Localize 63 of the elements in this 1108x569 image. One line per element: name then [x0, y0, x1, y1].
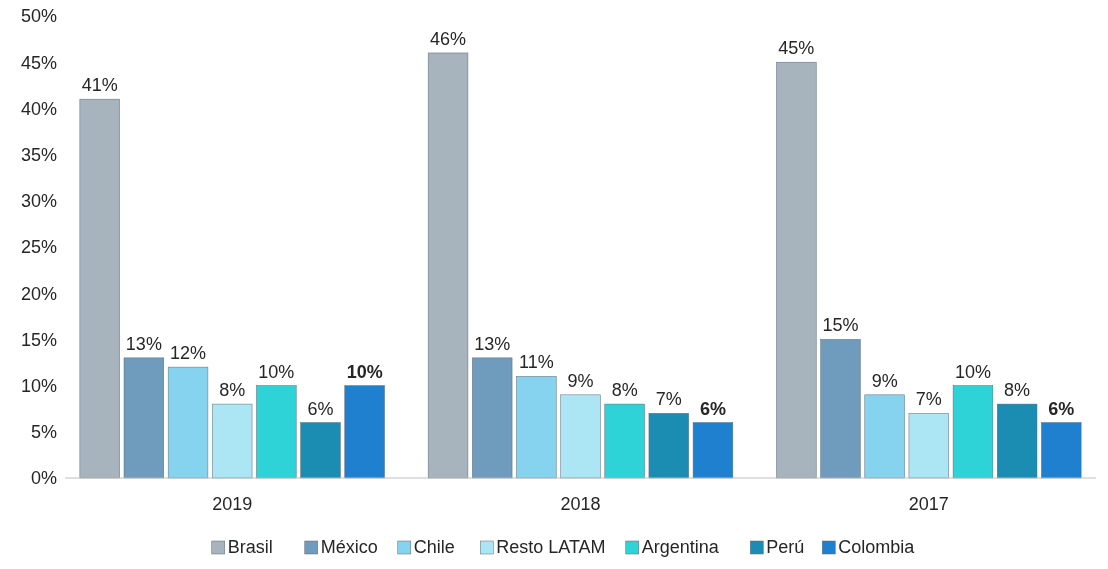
data-label: 13%	[474, 333, 511, 354]
y-tick-label: 30%	[20, 191, 57, 212]
y-tick-label: 0%	[30, 468, 57, 489]
data-label: 15%	[822, 315, 859, 336]
legend-label: Resto LATAM	[496, 537, 606, 557]
data-label: 12%	[170, 343, 207, 364]
y-tick-label: 15%	[20, 329, 57, 350]
bar	[560, 394, 601, 479]
data-label: 8%	[611, 380, 638, 401]
data-label: 10%	[954, 361, 991, 382]
bar	[472, 357, 513, 479]
legend-label: Perú	[766, 537, 805, 557]
x-tick-label: 2019	[212, 494, 253, 514]
data-label: 6%	[1048, 398, 1075, 419]
data-label: 45%	[778, 38, 815, 59]
data-label: 6%	[699, 398, 726, 419]
y-tick-label: 45%	[20, 52, 57, 73]
bar	[123, 357, 164, 479]
data-label: 11%	[519, 352, 554, 373]
x-tick-label: 2017	[908, 494, 949, 514]
bar	[820, 339, 861, 479]
bar	[212, 403, 253, 479]
legend-label: México	[320, 537, 378, 557]
bar	[997, 403, 1038, 479]
bar	[79, 98, 120, 479]
bar	[256, 385, 297, 479]
bar	[427, 52, 469, 479]
y-tick-label: 35%	[20, 144, 57, 165]
legend-label: Colombia	[838, 537, 916, 557]
bar	[776, 61, 817, 479]
y-tick-label: 20%	[20, 283, 57, 304]
legend-label: Chile	[413, 537, 455, 557]
bar	[516, 376, 557, 479]
bar	[952, 385, 994, 479]
bar	[167, 366, 209, 479]
data-label: 41%	[81, 75, 118, 96]
y-tick-label: 50%	[20, 6, 57, 27]
bar	[692, 422, 734, 479]
data-label: 46%	[430, 28, 467, 49]
legend-label: Brasil	[227, 537, 273, 557]
y-tick-label: 40%	[20, 98, 57, 119]
bar	[908, 413, 949, 479]
bar	[604, 403, 645, 479]
data-label: 13%	[125, 333, 162, 354]
y-tick-label: 25%	[20, 237, 57, 258]
data-label: 6%	[307, 398, 334, 419]
bar	[300, 422, 341, 479]
data-label: 10%	[258, 361, 295, 382]
data-label: 7%	[655, 389, 682, 410]
y-tick-label: 5%	[30, 422, 57, 443]
data-label: 9%	[567, 370, 594, 391]
data-label: 7%	[915, 389, 942, 410]
y-tick-label: 10%	[20, 375, 57, 396]
data-label: 8%	[1004, 380, 1031, 401]
bar	[648, 413, 689, 479]
data-label: 8%	[219, 380, 246, 401]
data-label: 10%	[346, 361, 383, 382]
bar	[344, 385, 385, 479]
x-tick-label: 2018	[560, 494, 601, 514]
data-label: 9%	[871, 370, 898, 391]
bar	[864, 394, 905, 479]
bar	[1041, 422, 1082, 479]
legend-label: Argentina	[641, 537, 720, 557]
